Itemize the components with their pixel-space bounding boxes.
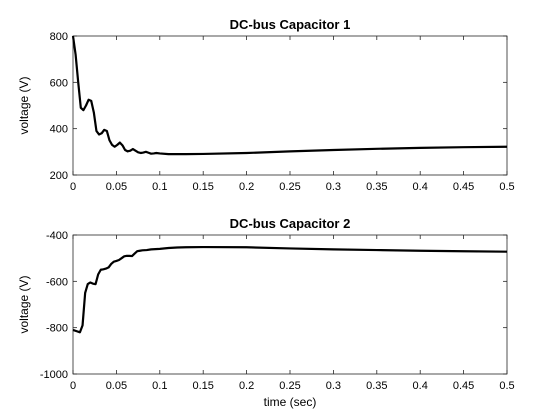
chart1-xtick-label: 0.5 — [499, 181, 514, 193]
chart1-title: DC-bus Capacitor 1 — [230, 17, 351, 32]
chart2-xtick-label: 0.45 — [453, 380, 474, 392]
chart1-ytick-label: 200 — [50, 170, 68, 182]
chart1-xtick-label: 0.4 — [413, 181, 428, 193]
chart2-xtick-label: 0.25 — [279, 380, 300, 392]
chart2-xtick-label: 0.15 — [192, 380, 213, 392]
chart1-xtick-label: 0.3 — [326, 181, 341, 193]
plot-capacitor-2: DC-bus Capacitor 2 0 0.05 0.1 0.15 0.2 0.25 0.3… — [17, 216, 515, 409]
chart2-xtick-label: 0.1 — [152, 380, 167, 392]
chart2-series-line — [72, 245, 508, 334]
plot-capacitor-1: DC-bus Capacitor 1 0 0.05 0.1 0.15 0.2 0.25 0.3… — [17, 17, 515, 193]
chart2-xtick-label: 0.3 — [326, 380, 341, 392]
chart1-axes-box — [72, 35, 508, 176]
chart2-axes-box — [72, 234, 508, 375]
chart1-xtick-label: 0 — [70, 181, 76, 193]
chart2-xtick-label: 0.4 — [413, 380, 428, 392]
chart2-xtick-label: 0.2 — [239, 380, 254, 392]
chart1-ytick-label: 400 — [50, 124, 68, 136]
chart2-ytick-label: -400 — [46, 230, 68, 242]
chart1-xtick-label: 0.45 — [453, 181, 474, 193]
chart2-title: DC-bus Capacitor 2 — [230, 216, 351, 231]
chart2-xtick-label: 0.5 — [499, 380, 514, 392]
chart1-xtick-label: 0.15 — [192, 181, 213, 193]
chart1-ytick-label: 800 — [50, 31, 68, 43]
chart1-xtick-label: 0.35 — [366, 181, 387, 193]
chart2-xtick-label: 0.05 — [106, 380, 127, 392]
chart2-ytick-label: -800 — [46, 323, 68, 335]
chart2-xtick-label: 0.35 — [366, 380, 387, 392]
chart2-xlabel: time (sec) — [264, 395, 317, 409]
chart2-xtick-label: 0 — [70, 380, 76, 392]
chart2-ytick-label: -1000 — [40, 369, 68, 381]
chart1-ytick-label: 600 — [50, 77, 68, 89]
chart1-xtick-label: 0.1 — [152, 181, 167, 193]
chart1-xtick-label: 0.25 — [279, 181, 300, 193]
chart2-ytick-label: -600 — [46, 276, 68, 288]
chart1-xtick-label: 0.05 — [106, 181, 127, 193]
chart2-ylabel: voltage (V) — [17, 275, 31, 333]
chart1-series-line — [71, 35, 508, 156]
chart1-ylabel: voltage (V) — [17, 76, 31, 134]
chart1-xtick-label: 0.2 — [239, 181, 254, 193]
